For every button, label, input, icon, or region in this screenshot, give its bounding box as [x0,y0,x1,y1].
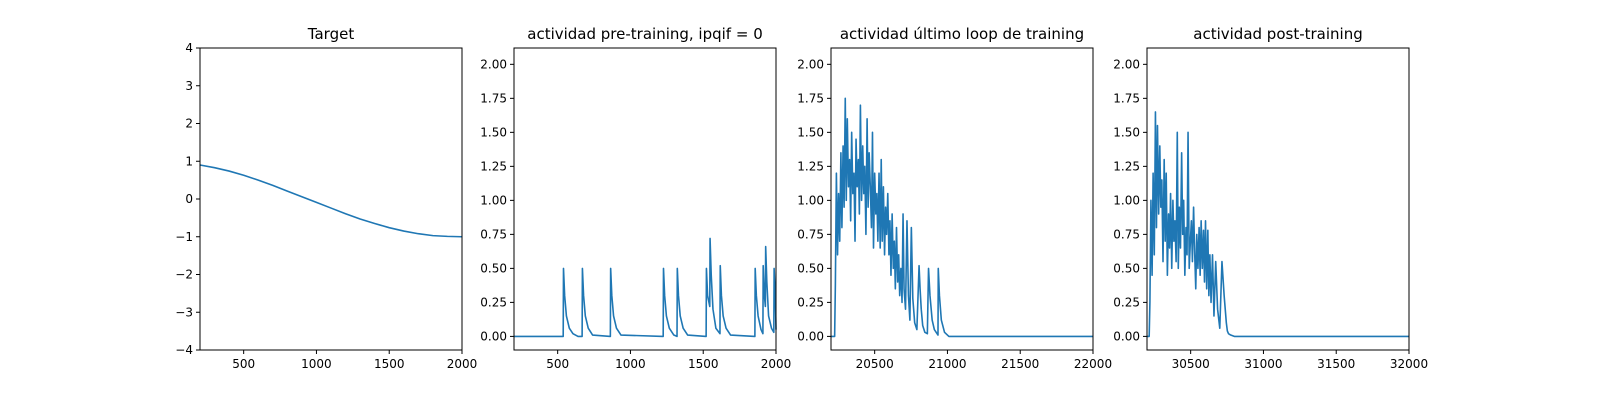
panel-title: actividad post-training [1193,25,1362,43]
y-tick-label: 0.75 [480,227,507,241]
y-tick-label: 0.00 [1113,329,1140,343]
y-tick-label: 0.00 [480,329,507,343]
x-tick-label: 20500 [856,357,894,371]
x-tick-label: 500 [546,357,569,371]
series-line-4-1 [1147,111,1409,338]
subplot-4: actividad post-training 30500 31000 31500 32… [1113,25,1428,371]
x-tick-label: 1000 [615,357,646,371]
y-tick-label: 1.50 [1113,125,1140,139]
x-tick-label: 1000 [301,357,332,371]
y-tick-label: 2.00 [1113,57,1140,71]
y-tick-label: 1.50 [480,125,507,139]
y-tick-label: 0.50 [480,261,507,275]
y-tick-label: 1.25 [480,159,507,173]
x-tick-label: 21500 [1001,357,1039,371]
panel-title: actividad pre-training, ipqif = 0 [527,25,763,43]
series-line-1-1 [199,164,463,238]
subplot-2: actividad pre-training, ipqif = 0 500 1000… [480,25,791,371]
series-line-2-1 [514,237,777,338]
y-tick-label: 0.25 [480,295,507,309]
y-tick-label: 1.00 [1113,193,1140,207]
y-tick-label: 1.25 [797,159,824,173]
x-tick-label: 2000 [761,357,792,371]
y-tick-label: 1.75 [480,91,507,105]
panel-title: actividad último loop de training [840,25,1084,43]
series-line-3-1 [831,97,1093,338]
y-tick-label: 3 [185,79,193,93]
x-tick-label: 31000 [1244,357,1282,371]
y-tick-label: 2.00 [797,57,824,71]
y-tick-label: −4 [175,343,193,357]
y-tick-label: 0.50 [1113,261,1140,275]
subplot-3: actividad último loop de training 20500 21… [797,25,1112,371]
y-tick-label: 1.75 [797,91,824,105]
y-tick-label: 0.25 [797,295,824,309]
x-tick-label: 1500 [374,357,405,371]
y-tick-label: 0.25 [1113,295,1140,309]
axis-frame [1146,47,1410,351]
y-tick-label: 0.00 [797,329,824,343]
x-tick-label: 32000 [1390,357,1428,371]
y-tick-label: 2 [185,117,193,131]
x-tick-label: 30500 [1172,357,1210,371]
y-tick-label: 0.75 [797,227,824,241]
y-tick-label: −3 [175,305,193,319]
x-tick-label: 21000 [928,357,966,371]
y-tick-label: 1.50 [797,125,824,139]
y-tick-label: 0.75 [1113,227,1140,241]
axis-frame [830,47,1094,351]
y-tick-label: 1.00 [797,193,824,207]
y-tick-label: −1 [175,230,193,244]
x-tick-label: 2000 [447,357,478,371]
x-tick-label: 22000 [1074,357,1112,371]
x-tick-label: 31500 [1317,357,1355,371]
y-tick-label: 1.00 [480,193,507,207]
y-tick-label: −2 [175,268,193,282]
panels: Target 500 1000 1500 2000 −4 −3 −2 −1 0 1 2 3 4 activi… [175,25,1428,371]
subplot-1: Target 500 1000 1500 2000 −4 −3 −2 −1 0 1 2 3 4 [175,25,477,371]
y-tick-label: 1.25 [1113,159,1140,173]
y-tick-label: 1.75 [1113,91,1140,105]
x-tick-label: 1500 [688,357,719,371]
y-tick-label: 0.50 [797,261,824,275]
y-tick-label: 1 [185,154,193,168]
y-tick-label: 0 [185,192,193,206]
panel-title: Target [307,25,355,43]
x-tick-label: 500 [232,357,255,371]
axis-frame [513,47,777,351]
y-tick-label: 2.00 [480,57,507,71]
y-tick-label: 4 [185,41,193,55]
